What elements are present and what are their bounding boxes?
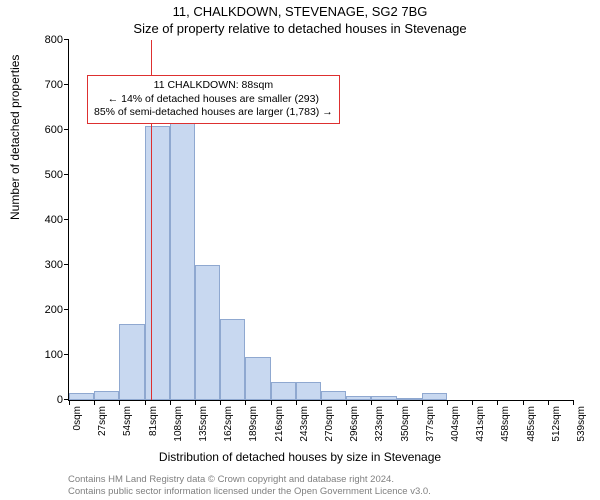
plot-area: 11 CHALKDOWN: 88sqm ← 14% of detached ho… <box>68 40 573 401</box>
y-tick-label: 700 <box>45 79 69 91</box>
x-tick-label: 27sqm <box>97 406 108 436</box>
footer-line-1: Contains HM Land Registry data © Crown c… <box>68 474 431 486</box>
x-tick-label: 458sqm <box>500 406 511 442</box>
footer-line-2: Contains public sector information licen… <box>68 486 431 498</box>
x-tick-mark <box>296 400 297 405</box>
annotation-line-1: 11 CHALKDOWN: 88sqm <box>94 79 333 93</box>
y-tick-label: 300 <box>45 259 69 271</box>
x-tick-label: 377sqm <box>425 406 436 442</box>
y-tick-mark <box>64 219 69 220</box>
x-tick-mark <box>573 400 574 405</box>
property-size-chart: 11, CHALKDOWN, STEVENAGE, SG2 7BG Size o… <box>0 0 600 500</box>
x-tick-mark <box>94 400 95 405</box>
y-tick-mark <box>64 39 69 40</box>
y-tick-label: 800 <box>45 34 69 46</box>
y-tick-label: 200 <box>45 304 69 316</box>
histogram-bar <box>271 382 296 400</box>
x-tick-label: 108sqm <box>173 406 184 442</box>
histogram-bar <box>321 391 346 400</box>
histogram-bar <box>245 357 270 400</box>
x-tick-mark <box>170 400 171 405</box>
y-tick-mark <box>64 129 69 130</box>
x-tick-label: 404sqm <box>450 406 461 442</box>
x-tick-mark <box>145 400 146 405</box>
y-tick-mark <box>64 174 69 175</box>
x-tick-label: 0sqm <box>72 406 83 430</box>
x-tick-mark <box>397 400 398 405</box>
y-tick-mark <box>64 309 69 310</box>
x-tick-mark <box>119 400 120 405</box>
x-tick-mark <box>371 400 372 405</box>
x-tick-mark <box>69 400 70 405</box>
x-tick-label: 135sqm <box>198 406 209 442</box>
x-tick-mark <box>220 400 221 405</box>
y-tick-label: 400 <box>45 214 69 226</box>
x-tick-label: 431sqm <box>475 406 486 442</box>
y-tick-label: 500 <box>45 169 69 181</box>
x-tick-mark <box>271 400 272 405</box>
chart-subtitle: Size of property relative to detached ho… <box>0 21 600 36</box>
y-tick-label: 0 <box>57 394 69 406</box>
annotation-line-3: 85% of semi-detached houses are larger (… <box>94 106 333 120</box>
chart-footer: Contains HM Land Registry data © Crown c… <box>68 474 431 498</box>
histogram-bar <box>195 265 220 400</box>
histogram-bar <box>397 398 422 400</box>
x-tick-label: 512sqm <box>551 406 562 442</box>
y-tick-label: 600 <box>45 124 69 136</box>
x-tick-mark <box>195 400 196 405</box>
y-tick-mark <box>64 354 69 355</box>
x-tick-mark <box>422 400 423 405</box>
x-tick-mark <box>523 400 524 405</box>
histogram-bar <box>94 391 119 400</box>
x-tick-label: 296sqm <box>349 406 360 442</box>
histogram-bar <box>346 396 371 401</box>
x-tick-label: 323sqm <box>374 406 385 442</box>
histogram-bar <box>145 126 170 401</box>
x-tick-mark <box>472 400 473 405</box>
x-tick-label: 243sqm <box>299 406 310 442</box>
histogram-bar <box>220 319 245 400</box>
y-tick-label: 100 <box>45 349 69 361</box>
x-tick-label: 81sqm <box>148 406 159 436</box>
x-tick-label: 270sqm <box>324 406 335 442</box>
x-tick-label: 54sqm <box>122 406 133 436</box>
x-tick-mark <box>548 400 549 405</box>
x-tick-mark <box>447 400 448 405</box>
chart-title-address: 11, CHALKDOWN, STEVENAGE, SG2 7BG <box>0 4 600 19</box>
x-tick-mark <box>497 400 498 405</box>
x-tick-mark <box>346 400 347 405</box>
y-tick-mark <box>64 264 69 265</box>
y-tick-mark <box>64 84 69 85</box>
annotation-line-2: ← 14% of detached houses are smaller (29… <box>94 93 333 107</box>
x-tick-label: 189sqm <box>248 406 259 442</box>
x-tick-label: 162sqm <box>223 406 234 442</box>
x-tick-label: 539sqm <box>576 406 587 442</box>
x-tick-mark <box>321 400 322 405</box>
x-tick-label: 485sqm <box>526 406 537 442</box>
histogram-bar <box>170 105 195 400</box>
histogram-bar <box>371 396 396 401</box>
annotation-box: 11 CHALKDOWN: 88sqm ← 14% of detached ho… <box>87 75 340 124</box>
y-axis-label: Number of detached properties <box>8 55 22 220</box>
histogram-bar <box>296 382 321 400</box>
histogram-bar <box>422 393 447 400</box>
x-tick-mark <box>245 400 246 405</box>
histogram-bar <box>69 393 94 400</box>
histogram-bar <box>119 324 144 401</box>
x-tick-label: 216sqm <box>274 406 285 442</box>
x-tick-label: 350sqm <box>400 406 411 442</box>
x-axis-label: Distribution of detached houses by size … <box>0 450 600 464</box>
